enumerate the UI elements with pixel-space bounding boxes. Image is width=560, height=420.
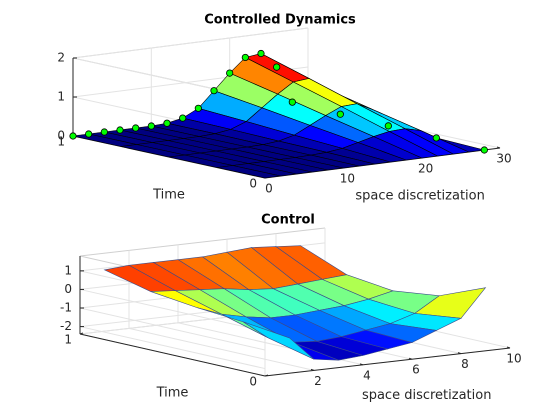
data-marker: [100, 128, 108, 136]
surface-patch: [243, 321, 315, 360]
y-tick-label: 0: [249, 177, 257, 191]
z-tick-label: 1: [64, 263, 72, 277]
x-tick-label: 6: [412, 363, 420, 377]
x-tick-label: 0: [265, 182, 273, 196]
data-marker: [241, 53, 249, 62]
box-edge: [79, 227, 326, 257]
z-tick-label: 0: [64, 282, 72, 296]
data-marker: [85, 130, 93, 138]
z-tick-label: 0: [57, 129, 65, 143]
chart-title: Controlled Dynamics: [204, 13, 356, 28]
x-tick: [310, 368, 315, 371]
data-marker: [163, 119, 171, 127]
x-axis-label: space discretization: [362, 388, 492, 403]
x-tick-label: 2: [314, 374, 322, 388]
data-marker: [257, 49, 265, 58]
x-tick: [506, 346, 511, 349]
x-axis: [264, 347, 511, 377]
x-tick-label: 20: [418, 162, 433, 176]
x-tick-label: 10: [506, 352, 521, 366]
z-tick-label: 1: [57, 90, 65, 104]
grid-line: [79, 326, 266, 370]
y-axis-label: Time: [152, 188, 185, 203]
grid-line: [79, 307, 266, 351]
data-marker: [116, 126, 124, 134]
grid-line: [72, 27, 309, 59]
x-tick-label: 8: [461, 357, 469, 371]
x-tick: [457, 352, 462, 355]
data-marker: [288, 98, 296, 106]
grid-line: [79, 288, 266, 332]
y-tick-label: 0: [249, 375, 257, 389]
y-tick-label: 1: [64, 333, 72, 347]
x-tick-label: 4: [363, 368, 371, 382]
x-tick: [359, 363, 364, 366]
x-tick: [408, 357, 413, 360]
z-tick-label: -1: [60, 301, 72, 315]
data-marker: [336, 110, 344, 118]
data-marker: [273, 63, 281, 71]
data-marker: [210, 87, 218, 95]
data-marker: [69, 132, 77, 140]
x-tick-label: 30: [496, 152, 511, 166]
y-axis-label: Time: [156, 386, 189, 401]
surface-patch: [216, 165, 281, 179]
data-marker: [179, 114, 187, 122]
y-tick: [79, 332, 84, 335]
y-axis: [79, 333, 266, 377]
z-tick-label: 2: [57, 51, 65, 65]
x-tick: [496, 146, 501, 149]
y-tick-label: 1: [57, 135, 65, 149]
data-marker: [194, 104, 202, 112]
chart-title: Control: [261, 213, 315, 228]
grid-line: [128, 327, 315, 371]
data-marker: [226, 69, 234, 77]
y-tick: [264, 374, 269, 377]
data-marker: [480, 146, 488, 154]
x-axis-label: space discretization: [355, 189, 485, 204]
x-tick-label: 10: [340, 172, 355, 186]
z-tick-label: -2: [60, 319, 72, 333]
data-marker: [384, 122, 392, 130]
data-marker: [147, 122, 155, 130]
data-marker: [132, 124, 140, 132]
data-marker: [432, 134, 440, 142]
